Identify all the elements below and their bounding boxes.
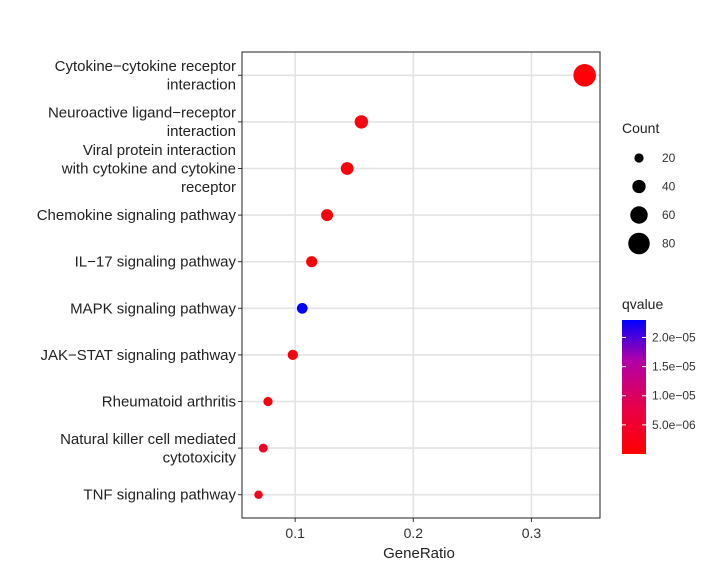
y-tick-label-line: IL−17 signaling pathway bbox=[75, 254, 237, 271]
count-legend-label: 60 bbox=[662, 208, 676, 222]
y-tick-label: Natural killer cell mediated cytotoxicity bbox=[60, 431, 236, 467]
count-legend: Count 20 40 60 80 bbox=[622, 120, 676, 255]
grid-lines bbox=[242, 52, 600, 518]
qvalue-legend-label: 1.0e−05 bbox=[652, 389, 696, 403]
y-tick-label: Rheumatoid arthritis bbox=[102, 394, 236, 411]
x-axis: 0.1 0.2 0.3 bbox=[285, 518, 541, 541]
y-axis-labels: Cytokine−cytokine receptor interactionNeu… bbox=[37, 58, 242, 504]
qvalue-legend-label: 5.0e−06 bbox=[652, 418, 696, 432]
data-point bbox=[254, 490, 263, 499]
qvalue-legend-label: 1.5e−05 bbox=[652, 360, 696, 374]
y-tick-label: Chemokine signaling pathway bbox=[37, 207, 237, 224]
data-point bbox=[321, 209, 334, 222]
x-tick-label: 0.2 bbox=[404, 525, 424, 541]
qvalue-legend: qvalue 5.0e−06 1.0e−05 1.5e−05 2.0e−05 bbox=[622, 296, 696, 454]
count-legend-key bbox=[630, 206, 648, 224]
y-tick-label: JAK−STAT signaling pathway bbox=[40, 347, 236, 364]
count-legend-label: 40 bbox=[662, 180, 676, 194]
y-tick-label-line: Natural killer cell mediated bbox=[60, 431, 236, 448]
y-tick-label-line: interaction bbox=[167, 123, 236, 140]
y-tick-label-line: interaction bbox=[167, 77, 236, 94]
qvalue-legend-title: qvalue bbox=[622, 296, 663, 312]
count-legend-key bbox=[632, 179, 646, 194]
y-tick-label-line: Neuroactive ligand−receptor bbox=[48, 105, 236, 122]
y-tick-label-line: cytotoxicity bbox=[163, 449, 237, 466]
data-point bbox=[306, 256, 318, 268]
data-points bbox=[254, 64, 596, 499]
count-legend-label: 80 bbox=[662, 237, 676, 251]
count-legend-title: Count bbox=[622, 120, 659, 136]
data-point bbox=[263, 396, 273, 407]
y-tick-label: IL−17 signaling pathway bbox=[75, 254, 237, 271]
y-tick-label: Viral protein interaction with cytokine a… bbox=[61, 142, 236, 196]
y-tick-label-line: MAPK signaling pathway bbox=[70, 300, 236, 317]
y-tick-label: Cytokine−cytokine receptor interaction bbox=[55, 58, 236, 94]
count-legend-key bbox=[634, 153, 644, 163]
y-tick-label-line: receptor bbox=[181, 179, 236, 196]
y-tick-label: TNF signaling pathway bbox=[83, 487, 236, 504]
plot-panel bbox=[241, 51, 601, 519]
y-tick-label: MAPK signaling pathway bbox=[70, 300, 236, 317]
count-legend-label: 20 bbox=[662, 151, 676, 165]
qvalue-legend-label: 2.0e−05 bbox=[652, 330, 696, 344]
y-tick-label: Neuroactive ligand−receptor interaction bbox=[48, 105, 236, 140]
data-point bbox=[287, 349, 298, 361]
count-legend-key bbox=[628, 232, 650, 255]
y-tick-label-line: with cytokine and cytokine bbox=[61, 161, 236, 178]
y-tick-label-line: Chemokine signaling pathway bbox=[37, 207, 237, 224]
y-tick-label-line: Cytokine−cytokine receptor bbox=[55, 58, 236, 75]
data-point bbox=[340, 162, 354, 175]
data-point bbox=[296, 302, 308, 314]
y-tick-label-line: Viral protein interaction bbox=[83, 142, 236, 159]
qvalue-colorbar bbox=[622, 320, 646, 454]
x-tick-label: 0.1 bbox=[285, 525, 305, 541]
y-tick-label-line: JAK−STAT signaling pathway bbox=[40, 347, 236, 364]
data-point bbox=[258, 443, 268, 453]
x-tick-label: 0.3 bbox=[522, 525, 542, 541]
y-tick-label-line: TNF signaling pathway bbox=[83, 487, 236, 504]
data-point bbox=[354, 115, 369, 129]
data-point bbox=[573, 64, 596, 87]
y-tick-label-line: Rheumatoid arthritis bbox=[102, 394, 236, 411]
x-axis-title: GeneRatio bbox=[383, 545, 455, 562]
